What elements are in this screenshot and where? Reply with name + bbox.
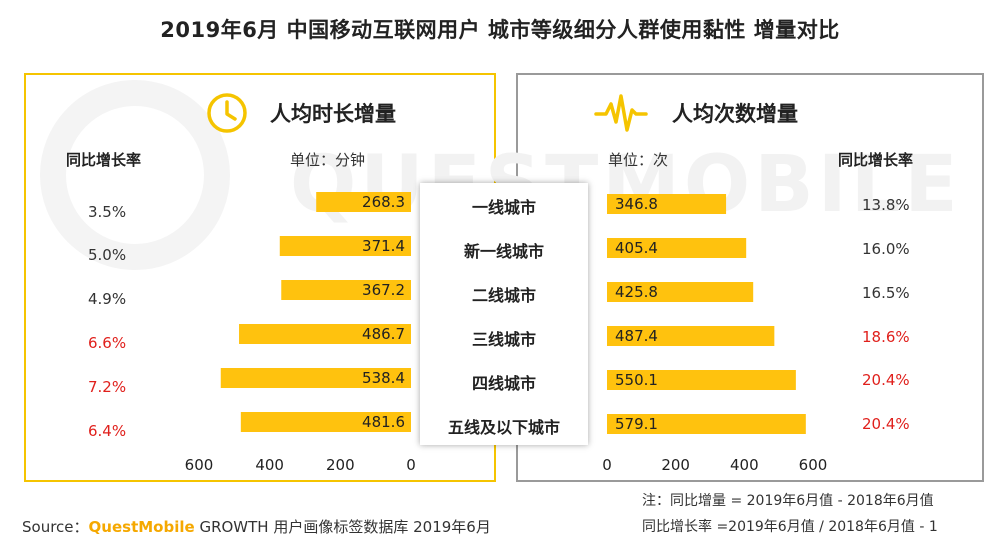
- left-yoy-value: 6.4%: [88, 422, 127, 440]
- right-bar: [607, 194, 727, 214]
- left-bar-value-label: 538.4: [362, 369, 405, 387]
- left-bar-value-label: 486.7: [362, 325, 405, 343]
- right-bar-value-label: 425.8: [615, 283, 658, 301]
- left-bar: [279, 236, 411, 256]
- left-axis-tick-label: 600: [185, 456, 214, 474]
- left-yoy-value: 3.5%: [88, 203, 127, 221]
- left-yoy-header: 同比增长率: [66, 151, 142, 169]
- right-bar: [607, 414, 806, 434]
- category-box: 一线城市 新一线城市 二线城市 三线城市 四线城市 五线及以下城市: [420, 183, 588, 445]
- right-bar-value-label: 405.4: [615, 239, 658, 257]
- category-label: 一线城市: [471, 198, 536, 217]
- right-bar: [607, 238, 747, 258]
- right-axis-tick-label: 600: [799, 456, 828, 474]
- pulse-icon: [594, 94, 648, 132]
- category-label: 三线城市: [471, 330, 536, 349]
- left-axis-tick-label: 400: [255, 456, 284, 474]
- right-yoy-value: 13.8%: [862, 196, 910, 214]
- right-bar-value-label: 579.1: [615, 415, 658, 433]
- right-yoy-value: 20.4%: [862, 371, 910, 389]
- left-bar: [220, 368, 411, 388]
- right-unit-label: 单位：次: [608, 151, 669, 169]
- right-axis-tick-label: 400: [730, 456, 759, 474]
- right-yoy-value: 18.6%: [862, 328, 910, 346]
- left-bar-value-label: 481.6: [362, 413, 405, 431]
- footnote-line-1: 注：同比增量 = 2019年6月值 - 2018年6月值: [642, 493, 934, 509]
- footnote-line-2: 同比增长率 =2019年6月值 / 2018年6月值 - 1: [642, 519, 938, 535]
- source-label: Source：: [22, 518, 89, 536]
- left-bar: [239, 324, 411, 344]
- left-yoy-value: 4.9%: [88, 290, 127, 308]
- right-bar-value-label: 346.8: [615, 195, 658, 213]
- source-line: Source：QuestMobile GROWTH 用户画像标签数据库 2019…: [22, 516, 491, 537]
- category-label: 四线城市: [471, 374, 536, 393]
- left-axis-tick-label: 200: [326, 456, 355, 474]
- right-yoy-value: 20.4%: [862, 415, 910, 433]
- left-panel-title: 人均时长增量: [270, 102, 396, 126]
- left-yoy-value: 7.2%: [88, 378, 127, 396]
- right-yoy-value: 16.5%: [862, 284, 910, 302]
- left-yoy-value: 5.0%: [88, 246, 127, 264]
- left-unit-label: 单位：分钟: [290, 151, 366, 169]
- clock-icon: [207, 93, 247, 133]
- source-brand: QuestMobile: [88, 518, 195, 536]
- left-bar-value-label: 367.2: [362, 281, 405, 299]
- left-bar: [240, 412, 411, 432]
- left-bar: [316, 192, 411, 212]
- right-axis-tick-label: 200: [661, 456, 690, 474]
- right-panel-title: 人均次数增量: [672, 102, 798, 126]
- right-yoy-header: 同比增长率: [838, 151, 914, 169]
- right-bar: [607, 370, 796, 390]
- category-label: 五线及以下城市: [447, 418, 560, 437]
- watermark: QUESTMOBILE: [290, 140, 962, 230]
- right-bar-value-label: 487.4: [615, 327, 658, 345]
- left-bar: [281, 280, 411, 300]
- category-label: 二线城市: [471, 286, 536, 305]
- right-bar: [607, 326, 775, 346]
- chart-title: 2019年6月 中国移动互联网用户 城市等级细分人群使用黏性 增量对比: [160, 18, 840, 42]
- left-axis-tick-label: 0: [406, 456, 416, 474]
- left-bar-value-label: 268.3: [362, 193, 405, 211]
- left-yoy-value: 6.6%: [88, 334, 127, 352]
- right-bar-value-label: 550.1: [615, 371, 658, 389]
- right-yoy-value: 16.0%: [862, 240, 910, 258]
- right-axis-tick-label: 0: [602, 456, 612, 474]
- source-text: GROWTH 用户画像标签数据库 2019年6月: [194, 518, 491, 536]
- right-bar: [607, 282, 754, 302]
- left-bar-value-label: 371.4: [362, 237, 405, 255]
- category-label: 新一线城市: [463, 242, 544, 261]
